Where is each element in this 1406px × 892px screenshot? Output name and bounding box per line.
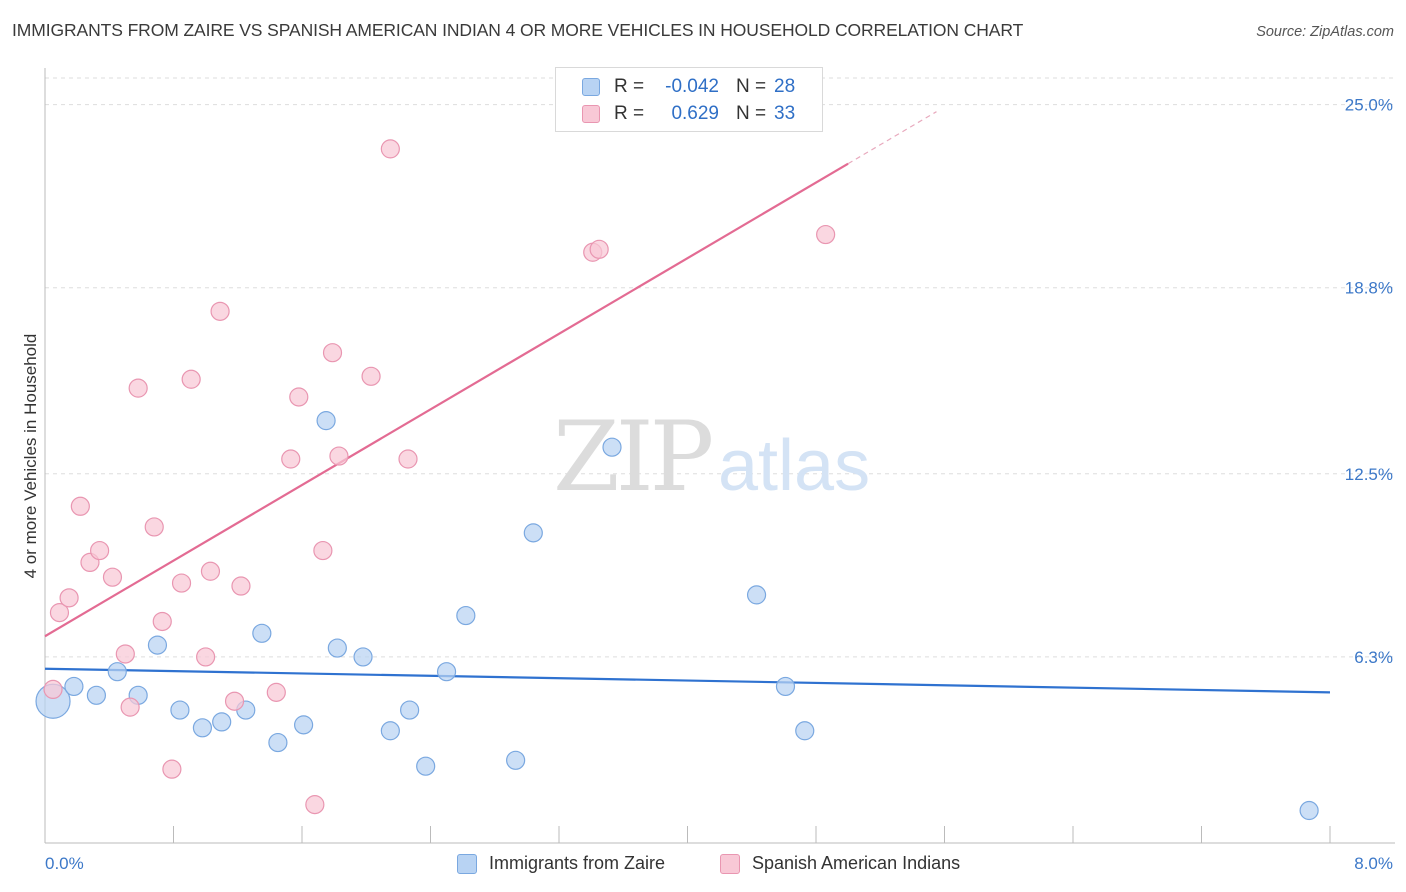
legend-r-label: R =: [614, 103, 645, 124]
series-legend: Immigrants from Zaire Spanish American I…: [0, 850, 1406, 880]
data-point-zaire: [268, 732, 288, 753]
data-point-zaire: [212, 712, 232, 732]
data-point-spanish-american-indians: [70, 496, 90, 516]
data-point-zaire: [107, 662, 127, 682]
y-tick-label: 25.0%: [1345, 96, 1393, 115]
data-point-spanish-american-indians: [380, 139, 400, 159]
data-point-spanish-american-indians: [49, 603, 70, 623]
data-point-spanish-american-indians: [144, 517, 164, 537]
legend-n-value: 33: [774, 103, 796, 124]
data-point-zaire: [400, 700, 420, 720]
data-point-spanish-american-indians: [210, 301, 230, 321]
data-point-zaire: [746, 585, 767, 605]
data-point-zaire: [64, 676, 84, 697]
data-point-zaire: [192, 718, 213, 738]
data-point-spanish-american-indians: [162, 759, 182, 779]
data-point-zaire: [602, 437, 622, 457]
x-tick-label: 0.0%: [45, 854, 84, 873]
data-point-spanish-american-indians: [281, 449, 301, 469]
data-point-zaire: [327, 638, 347, 658]
data-point-zaire: [775, 676, 796, 697]
data-point-zaire: [416, 756, 436, 776]
data-point-spanish-american-indians: [322, 343, 343, 363]
data-point-zaire: [147, 635, 168, 655]
data-point-spanish-american-indians: [224, 691, 245, 711]
data-point-spanish-american-indians: [816, 224, 836, 245]
data-point-spanish-american-indians: [120, 697, 140, 717]
y-tick-labels: 6.3% 12.5% 18.8% 25.0%: [1345, 96, 1393, 667]
watermark: ZIP atlas: [553, 401, 870, 513]
data-point-zaire: [170, 700, 190, 720]
x-tick-labels: 0.0% 8.0%: [45, 854, 1393, 873]
chart-title: IMMIGRANTS FROM ZAIRE VS SPANISH AMERICA…: [12, 20, 1024, 40]
data-point-zaire: [523, 523, 543, 543]
y-tick-label: 18.8%: [1345, 279, 1393, 298]
trend-line-zaire: [44, 667, 1331, 694]
data-point-spanish-american-indians: [59, 588, 79, 608]
data-point-spanish-american-indians: [266, 682, 286, 702]
data-point-spanish-american-indians: [329, 446, 349, 466]
data-point-zaire: [456, 605, 476, 626]
data-point-spanish-american-indians: [115, 644, 135, 664]
y-axis-title: 4 or more Vehicles in Household: [21, 334, 40, 579]
data-points: [35, 139, 1319, 821]
data-point-spanish-american-indians: [313, 540, 333, 561]
data-point-spanish-american-indians: [128, 378, 148, 398]
data-point-zaire: [353, 647, 373, 667]
legend-r-value: 0.629: [671, 103, 719, 124]
legend-row-zaire: R = -0.042 N = 28: [556, 74, 822, 102]
legend-n-label: N =: [736, 76, 767, 97]
series-swatch-pink: [720, 854, 740, 874]
axes: [44, 68, 1395, 844]
data-point-spanish-american-indians: [152, 611, 172, 632]
legend-row-spanish-american-indians: R = 0.629 N = 33: [556, 101, 822, 129]
data-point-spanish-american-indians: [171, 573, 192, 593]
data-point-zaire: [294, 715, 314, 735]
data-point-zaire: [1299, 800, 1319, 821]
data-point-spanish-american-indians: [43, 679, 63, 700]
data-point-spanish-american-indians: [361, 366, 381, 386]
data-point-spanish-american-indians: [200, 561, 221, 581]
data-point-zaire: [86, 685, 107, 705]
data-point-spanish-american-indians: [231, 576, 251, 596]
data-point-spanish-american-indians: [305, 795, 325, 815]
y-tick-label: 6.3%: [1354, 648, 1393, 667]
data-point-zaire: [252, 623, 272, 643]
data-point-spanish-american-indians: [196, 647, 216, 667]
trend-line-extension: [847, 111, 937, 165]
data-point-spanish-american-indians: [90, 540, 110, 561]
data-point-spanish-american-indians: [181, 369, 201, 389]
data-point-zaire: [380, 721, 400, 741]
legend-n-label: N =: [736, 103, 767, 124]
data-point-zaire: [316, 411, 336, 431]
x-tick-label: 8.0%: [1354, 854, 1393, 873]
data-point-zaire: [436, 662, 457, 682]
legend-swatch-blue: [582, 78, 600, 96]
trend-line-spanish-american-indians: [44, 162, 849, 638]
data-point-zaire: [506, 750, 526, 770]
legend-r-value: -0.042: [665, 76, 719, 97]
data-point-spanish-american-indians: [398, 449, 418, 469]
data-point-spanish-american-indians: [289, 387, 309, 407]
source-label: Source: ZipAtlas.com: [1256, 24, 1394, 40]
data-point-spanish-american-indians: [589, 239, 609, 259]
legend-swatch-pink: [582, 105, 600, 123]
watermark-zip: ZIP: [553, 401, 712, 513]
series-legend-label: Immigrants from Zaire: [489, 853, 666, 873]
legend-n-value: 28: [774, 76, 796, 97]
gridlines: [45, 77, 1395, 658]
legend-r-label: R =: [614, 76, 645, 97]
watermark-atlas: atlas: [718, 426, 870, 506]
data-point-spanish-american-indians: [102, 567, 123, 587]
data-point-zaire: [795, 721, 815, 741]
trend-lines: [44, 111, 1331, 694]
series-legend-label: Spanish American Indians: [752, 853, 961, 873]
correlation-legend: R = -0.042 N = 28 R = 0.629 N = 33: [555, 67, 823, 132]
y-tick-label: 12.5%: [1345, 465, 1393, 484]
series-swatch-blue: [457, 854, 477, 874]
